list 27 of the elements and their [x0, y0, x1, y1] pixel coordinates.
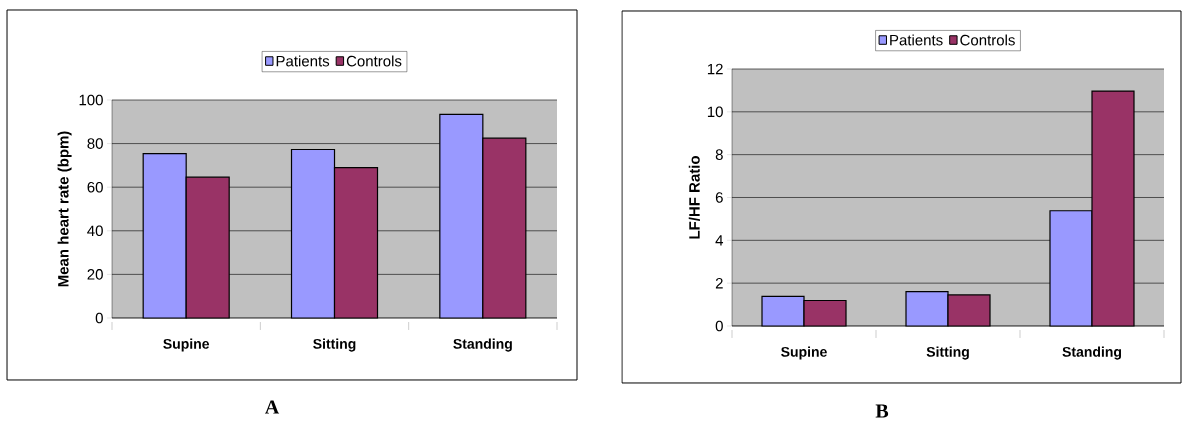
- x-tick-label: Supine: [163, 338, 210, 352]
- text: B: [875, 404, 889, 418]
- y-tick-label: 100: [79, 94, 103, 106]
- y-tick-label: 2: [715, 277, 723, 289]
- x-tick-label: Sitting: [926, 346, 969, 360]
- legend-label: Patients: [890, 34, 943, 46]
- y-axis-title: LF/HF Ratio: [688, 156, 700, 239]
- text: A: [264, 400, 280, 414]
- legend-label: Controls: [960, 34, 1015, 46]
- x-tick-label: Sitting: [313, 338, 356, 352]
- y-tick-label: 0: [715, 320, 723, 332]
- y-tick-label: 60: [87, 181, 103, 193]
- y-tick-label: 12: [707, 63, 723, 75]
- x-tick-label: Standing: [453, 338, 512, 352]
- y-tick-label: 8: [715, 149, 723, 160]
- y-tick-label: 0: [95, 312, 103, 324]
- x-tick-label: Standing: [1062, 346, 1122, 360]
- legend-label: Controls: [346, 55, 402, 67]
- y-tick-label: 10: [707, 106, 723, 118]
- y-axis-title: Mean heart rate (bpm): [57, 131, 72, 287]
- y-tick-label: 6: [715, 192, 723, 203]
- legend-label: Patients: [276, 55, 330, 67]
- y-tick-label: 40: [87, 225, 103, 237]
- y-tick-label: 4: [715, 235, 724, 246]
- x-tick-label: Supine: [781, 346, 827, 360]
- y-tick-label: 20: [87, 269, 103, 280]
- y-tick-label: 80: [87, 138, 103, 149]
